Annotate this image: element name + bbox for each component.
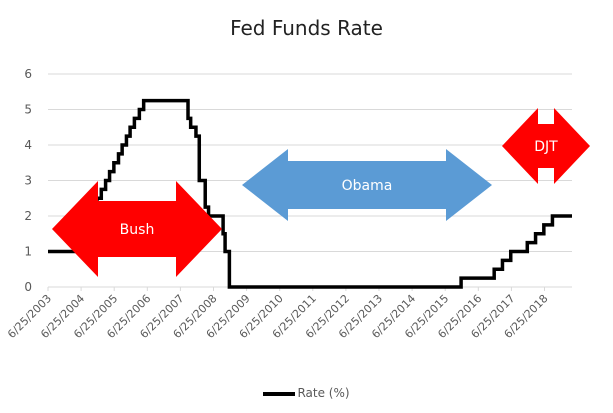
y-tick-label: 2 (24, 209, 32, 223)
y-tick-label: 1 (24, 245, 32, 259)
bush-arrow: Bush (52, 181, 222, 277)
legend: Rate (%) (0, 386, 613, 400)
legend-line-swatch (263, 391, 296, 396)
bush-arrow-shape (52, 181, 222, 277)
annotations: Bush Obama DJT (52, 108, 590, 277)
djt-arrow-label: DJT (534, 139, 558, 155)
obama-arrow: Obama (242, 149, 492, 221)
y-tick-label: 0 (24, 280, 32, 294)
djt-arrow-shape (502, 108, 590, 184)
y-tick-label: 4 (24, 138, 32, 152)
chart-title: Fed Funds Rate (230, 16, 383, 40)
x-axis: 6/25/20036/25/20046/25/20056/25/20066/25… (5, 287, 551, 341)
djt-arrow: DJT (502, 108, 590, 184)
y-tick-label: 6 (24, 67, 32, 81)
y-axis: 0 1 2 3 4 5 6 (24, 67, 32, 294)
y-tick-label: 5 (24, 103, 32, 117)
y-tick-label: 3 (24, 174, 32, 188)
obama-arrow-shape (242, 149, 492, 221)
legend-label: Rate (%) (297, 386, 350, 400)
obama-arrow-label: Obama (342, 178, 393, 194)
bush-arrow-label: Bush (120, 222, 155, 238)
